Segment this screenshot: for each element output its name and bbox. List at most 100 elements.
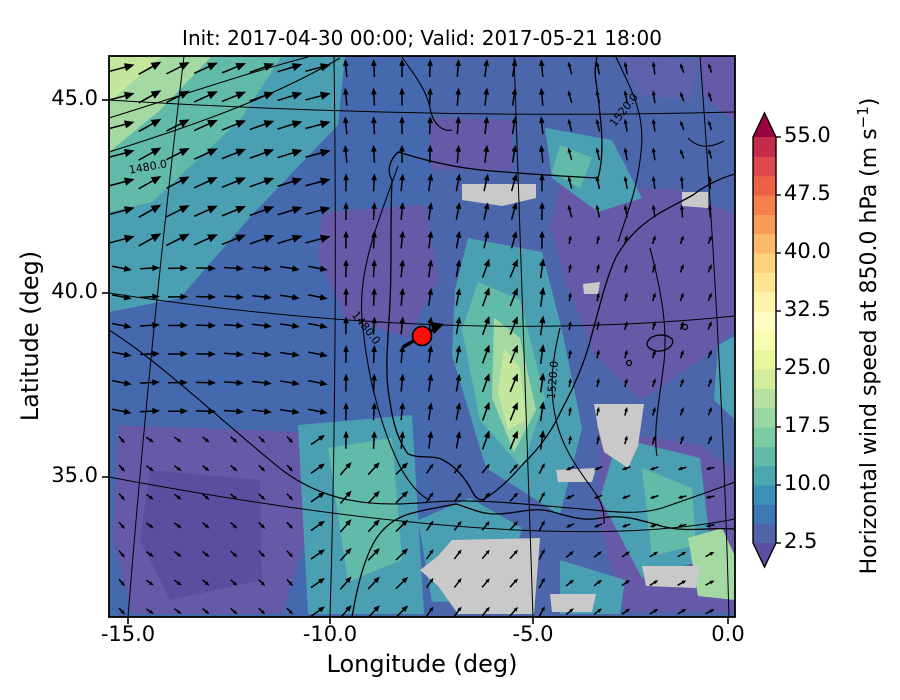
wind-vector-arrowhead xyxy=(264,379,272,387)
wind-vector-arrowhead xyxy=(150,147,162,156)
wind-vector-arrowhead xyxy=(345,519,352,526)
wind-vector-arrowhead xyxy=(288,581,294,587)
wind-vector-arrowhead xyxy=(342,59,349,67)
colorbar-segment xyxy=(753,388,776,409)
wind-vector-arrowhead xyxy=(178,119,190,128)
wind-vector-arrowhead xyxy=(511,430,518,439)
colorbar-tick-label: 32.5 xyxy=(784,297,831,321)
colorbar-segment xyxy=(753,485,776,505)
wind-vector-arrowhead xyxy=(399,345,406,353)
wind-vector-arrowhead xyxy=(291,265,300,272)
wind-vector-arrowhead xyxy=(595,90,600,96)
wind-vector-arrowhead xyxy=(204,438,210,443)
wind-vector-arrowhead xyxy=(319,63,331,72)
wind-vector-arrowhead xyxy=(343,373,349,381)
wind-vector-arrowhead xyxy=(178,90,190,99)
wind-vector-arrowhead xyxy=(680,63,684,69)
wind-vector-arrowhead xyxy=(680,321,684,327)
wind-vector-arrowhead xyxy=(483,287,490,296)
wind-vector-arrowhead xyxy=(291,351,300,358)
wind-vector-arrowhead xyxy=(652,263,656,269)
wind-vector-arrowhead xyxy=(123,91,135,100)
wind-vector-arrowhead xyxy=(343,345,349,352)
location-marker-dot xyxy=(411,325,433,347)
wind-vector-arrowhead xyxy=(401,576,409,584)
wind-vector-arrowhead xyxy=(540,520,545,526)
wind-vector-arrowhead xyxy=(399,373,406,381)
wind-vector-arrowhead xyxy=(291,294,300,301)
wind-vector-arrowhead xyxy=(652,349,656,355)
wind-vector-arrowhead xyxy=(625,608,631,613)
wind-vector-arrowhead xyxy=(708,235,712,241)
wind-vector-arrowhead xyxy=(427,230,434,238)
wind-vector-arrowhead xyxy=(624,406,628,412)
wind-vector-arrowhead xyxy=(371,116,377,124)
wind-vector-arrowhead xyxy=(263,63,275,71)
graticule-line xyxy=(699,56,730,617)
wind-vector-arrowhead xyxy=(264,265,272,272)
x-tick-label: 0.0 xyxy=(711,622,745,646)
wind-vector-arrowhead xyxy=(680,435,684,441)
wind-vector-arrowhead xyxy=(152,264,160,272)
wind-vector-arrowhead xyxy=(455,373,462,381)
colorbar-segment xyxy=(753,233,776,254)
wind-vector-arrowhead xyxy=(342,87,349,95)
wind-vector-arrowhead xyxy=(208,322,216,329)
wind-vector-arrowhead xyxy=(371,173,377,181)
wind-vector-arrowhead xyxy=(120,581,125,587)
wind-vector-arrowhead xyxy=(539,429,546,438)
wind-vector-arrowhead xyxy=(232,438,238,443)
wind-vector-arrowhead xyxy=(123,265,132,272)
windspeed-fill-purple-center xyxy=(318,205,438,338)
wind-vector-arrowhead xyxy=(207,205,218,214)
wind-vector-arrowhead xyxy=(427,87,433,95)
colorbar-label-superscript: −1 xyxy=(853,106,872,129)
wind-vector-arrowhead xyxy=(371,59,377,66)
wind-vector-arrowhead xyxy=(260,581,266,586)
wind-vector-arrowhead xyxy=(708,407,712,412)
wind-vector-arrowhead xyxy=(623,90,628,96)
wind-vector-arrowhead xyxy=(178,62,190,71)
wind-vector-arrowhead xyxy=(148,609,154,614)
wind-vector-arrowhead xyxy=(568,406,572,412)
wind-vector-arrowhead xyxy=(455,173,462,181)
wind-vector-arrowhead xyxy=(708,264,712,269)
wind-vector-arrowhead xyxy=(180,350,188,358)
wind-vector-arrowhead xyxy=(207,91,218,100)
wind-vector-arrowhead xyxy=(401,605,409,612)
wind-vector-arrowhead xyxy=(569,550,574,556)
wind-vector-arrowhead xyxy=(319,408,328,415)
wind-vector-arrowhead xyxy=(204,466,210,472)
wind-vector-arrowhead xyxy=(624,378,628,384)
wind-vector-arrowhead xyxy=(208,293,216,301)
wind-vector-arrowhead xyxy=(677,495,683,499)
wind-vector-arrowhead xyxy=(596,235,600,241)
wind-vector-arrowhead xyxy=(264,293,272,301)
wind-vector-arrowhead xyxy=(624,235,628,241)
wind-vector-arrowhead xyxy=(455,87,462,95)
wind-vector-arrowhead xyxy=(260,610,266,615)
wind-vector-arrowhead xyxy=(624,349,628,355)
wind-vector-arrowhead xyxy=(260,524,266,529)
wind-vector-arrowhead xyxy=(595,61,600,67)
wind-vector-arrowhead xyxy=(291,206,303,215)
wind-vector-arrowhead xyxy=(652,292,656,298)
wind-vector-arrowhead xyxy=(455,402,462,410)
wind-vector-arrowhead xyxy=(651,204,656,210)
wind-vector-arrowhead xyxy=(207,62,218,71)
wind-vector-arrowhead xyxy=(318,549,325,556)
wind-vector-arrowhead xyxy=(567,118,572,125)
wind-vector-arrowhead xyxy=(371,144,377,152)
windspeed-fill-tealgreen-right xyxy=(642,468,696,556)
wind-vector-arrowhead xyxy=(401,462,409,469)
wind-vector-arrowhead xyxy=(708,435,712,441)
wind-vector-arrowhead xyxy=(263,234,275,243)
wind-vector-arrowhead xyxy=(455,430,462,439)
colorbar-segment xyxy=(753,137,776,157)
wind-vector-arrowhead xyxy=(596,435,600,441)
wind-vector-arrowhead xyxy=(680,349,684,355)
wind-vector-arrowhead xyxy=(288,610,294,615)
wind-vector-arrowhead xyxy=(596,263,600,269)
wind-vector-arrowhead xyxy=(371,259,377,267)
wind-vector-arrowhead xyxy=(429,463,434,469)
